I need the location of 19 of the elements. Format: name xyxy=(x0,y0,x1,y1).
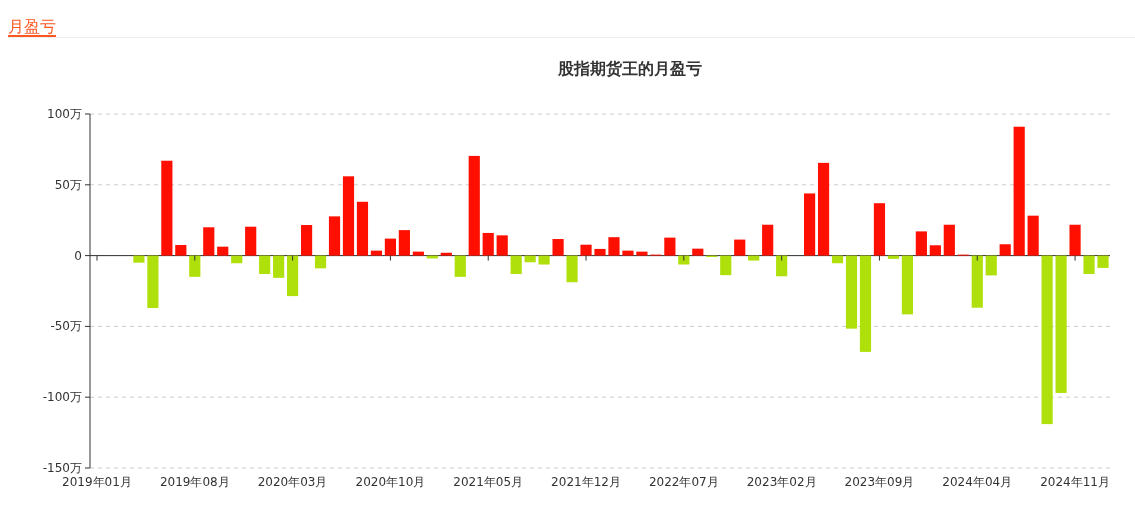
chart-title: 股指期货王的月盈亏 xyxy=(557,59,702,78)
y-tick-label: 0 xyxy=(74,248,82,263)
x-tick-label: 2023年02月 xyxy=(746,475,817,489)
x-tick-label: 2019年01月 xyxy=(62,475,132,489)
y-tick-label: -50万 xyxy=(50,319,82,334)
x-tick-label: 2020年03月 xyxy=(257,475,328,489)
y-tick-label: -150万 xyxy=(42,461,82,475)
y-tick-label: 100万 xyxy=(47,107,82,121)
x-tick-label: 2024年11月 xyxy=(1040,475,1110,489)
x-tick-label: 2023年09月 xyxy=(844,475,915,489)
x-tick-label: 2024年04月 xyxy=(942,475,1013,489)
x-tick-label: 2019年08月 xyxy=(159,475,230,489)
x-tick-label: 2022年07月 xyxy=(648,475,719,489)
x-tick-label: 2021年12月 xyxy=(551,475,621,489)
y-tick-label: 50万 xyxy=(54,177,82,192)
x-tick-label: 2020年10月 xyxy=(355,475,426,489)
annotation: 月盈亏 xyxy=(8,17,56,36)
x-tick-label: 2021年05月 xyxy=(453,475,524,489)
y-tick-label: -100万 xyxy=(42,390,82,405)
